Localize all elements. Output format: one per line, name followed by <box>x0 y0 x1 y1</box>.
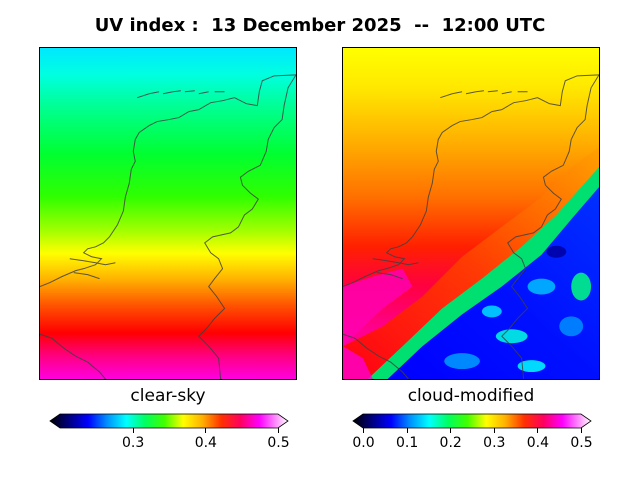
colorbar-tick <box>363 428 364 433</box>
colorbar-tick-label: 0.5 <box>570 435 593 451</box>
cloud-region <box>387 187 599 379</box>
colorbar-tick-label: 0.3 <box>483 435 506 451</box>
colorbar-tick <box>493 428 495 433</box>
cloud-modified-map <box>342 47 600 380</box>
magenta-patch <box>343 268 413 347</box>
colorbar-tick-label: 0.3 <box>122 435 145 451</box>
colorbar-tick <box>132 428 134 433</box>
coastline-left <box>40 74 296 379</box>
clear-sky-field <box>40 48 296 379</box>
colorbar-tick <box>581 428 582 433</box>
coastline-right <box>343 74 599 379</box>
cloud-modified-colorbar: 0.0 0.1 0.2 0.3 0.4 0.5 <box>352 413 593 451</box>
colorbar-tick <box>205 428 207 433</box>
colorbar-tick-label: 0.2 <box>439 435 462 451</box>
colorbar-tick-label: 0.5 <box>267 435 290 451</box>
map-title: UV index : 13 December 2025 -- 12:00 UTC <box>94 15 546 36</box>
colorbar-tick <box>450 428 452 433</box>
colorbar-tick <box>278 428 279 433</box>
colorbar-tick-label: 0.0 <box>352 435 375 451</box>
cloud-texture <box>444 245 592 373</box>
clear-sky-map <box>39 47 297 380</box>
cloud-modified-label: cloud-modified <box>407 386 535 406</box>
colorbar-tick-label: 0.4 <box>194 435 217 451</box>
colorbar-tick-label: 0.1 <box>395 435 419 451</box>
colorbar-tick-label: 0.4 <box>526 435 550 451</box>
colorbar-tick <box>537 428 539 433</box>
clear-sky-label: clear-sky <box>130 386 206 406</box>
clear-sky-colorbar: 0.3 0.4 0.5 <box>49 413 290 451</box>
colorbar-tick <box>406 428 408 433</box>
